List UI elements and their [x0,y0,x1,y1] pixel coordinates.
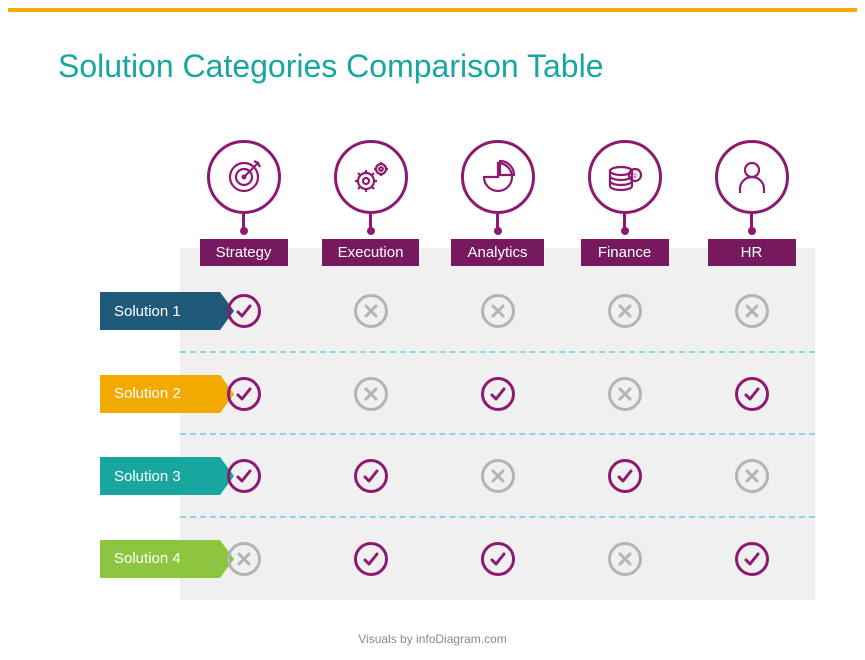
table-row: Solution 4 [100,518,815,601]
cell [434,353,561,436]
cell [307,435,434,518]
check-icon [354,459,388,493]
pin-dot [748,227,756,235]
cell [180,353,307,436]
pin-stem [623,214,626,228]
target-icon [207,140,281,214]
pin-dot [494,227,502,235]
cross-icon [481,294,515,328]
footer-attribution: Visuals by infoDiagram.com [0,632,865,646]
column-header: HR [688,140,815,266]
check-icon [735,377,769,411]
table-row: Solution 3 [100,435,815,518]
check-icon [481,377,515,411]
gears-icon [334,140,408,214]
person-icon [715,140,789,214]
svg-text:①: ① [631,172,637,180]
column-header: Execution [307,140,434,266]
check-icon [227,294,261,328]
pin-dot [240,227,248,235]
pin-stem [750,214,753,228]
check-icon [481,542,515,576]
slide-card: Solution Categories Comparison Table Str… [0,0,865,660]
cell [688,353,815,436]
cell [561,518,688,601]
pin-dot [621,227,629,235]
row-cells [180,435,815,518]
accent-bar [8,8,857,12]
column-label: HR [708,239,796,266]
check-icon [227,377,261,411]
cross-icon [608,542,642,576]
column-label: Execution [322,239,420,266]
cell [561,353,688,436]
cell [434,435,561,518]
pin-stem [242,214,245,228]
table-row: Solution 1 [100,270,815,353]
table-rows: Solution 1Solution 2Solution 3Solution 4 [100,270,815,600]
column-label: Finance [581,239,669,266]
row-cells [180,518,815,601]
cell [307,518,434,601]
cross-icon [735,459,769,493]
check-icon [735,542,769,576]
cross-icon [608,377,642,411]
column-header: ① Finance [561,140,688,266]
column-label: Analytics [451,239,543,266]
check-icon [354,542,388,576]
column-headers: Strategy Execution Analytics ① Finance [180,140,815,266]
cell [180,518,307,601]
cell [180,270,307,353]
cell [688,518,815,601]
cross-icon [354,294,388,328]
column-label: Strategy [200,239,288,266]
cell [307,270,434,353]
column-header: Strategy [180,140,307,266]
cross-icon [608,294,642,328]
check-icon [227,459,261,493]
cell [180,435,307,518]
check-icon [608,459,642,493]
column-header: Analytics [434,140,561,266]
cell [688,435,815,518]
coins-icon: ① [588,140,662,214]
row-cells [180,353,815,436]
cross-icon [481,459,515,493]
pin-dot [367,227,375,235]
cross-icon [227,542,261,576]
slide-title: Solution Categories Comparison Table [58,48,857,85]
comparison-table: Strategy Execution Analytics ① Finance [100,270,815,600]
cell [434,270,561,353]
cross-icon [735,294,769,328]
cross-icon [354,377,388,411]
cell [688,270,815,353]
pin-stem [369,214,372,228]
row-cells [180,270,815,353]
table-row: Solution 2 [100,353,815,436]
cell [434,518,561,601]
cell [307,353,434,436]
pin-stem [496,214,499,228]
cell [561,435,688,518]
pie-icon [461,140,535,214]
cell [561,270,688,353]
